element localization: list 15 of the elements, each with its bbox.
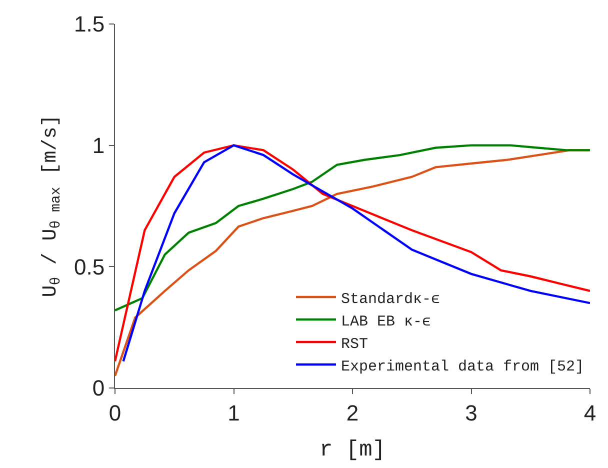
x-tick-label: 1 (228, 400, 240, 426)
line-series (115, 144, 590, 312)
y-tick-label: 1.5 (74, 12, 105, 37)
y-tick-label: 1 (92, 133, 105, 158)
x-tick-label: 4 (584, 400, 596, 426)
legend-label: RST (341, 336, 368, 353)
legend-label: Standardκ-ϵ (341, 290, 440, 308)
y-tick-label: 0.5 (74, 254, 105, 280)
x-tick-label: 2 (346, 400, 359, 426)
legend-label: LAB EB κ-ϵ (341, 313, 432, 330)
y-tick-label: 0 (92, 376, 105, 401)
legend-label: Experimental data from [52] (341, 358, 584, 376)
x-tick-label: 3 (465, 400, 478, 426)
x-axis-title: r [m] (319, 437, 386, 462)
x-tick-label: 0 (108, 400, 122, 426)
